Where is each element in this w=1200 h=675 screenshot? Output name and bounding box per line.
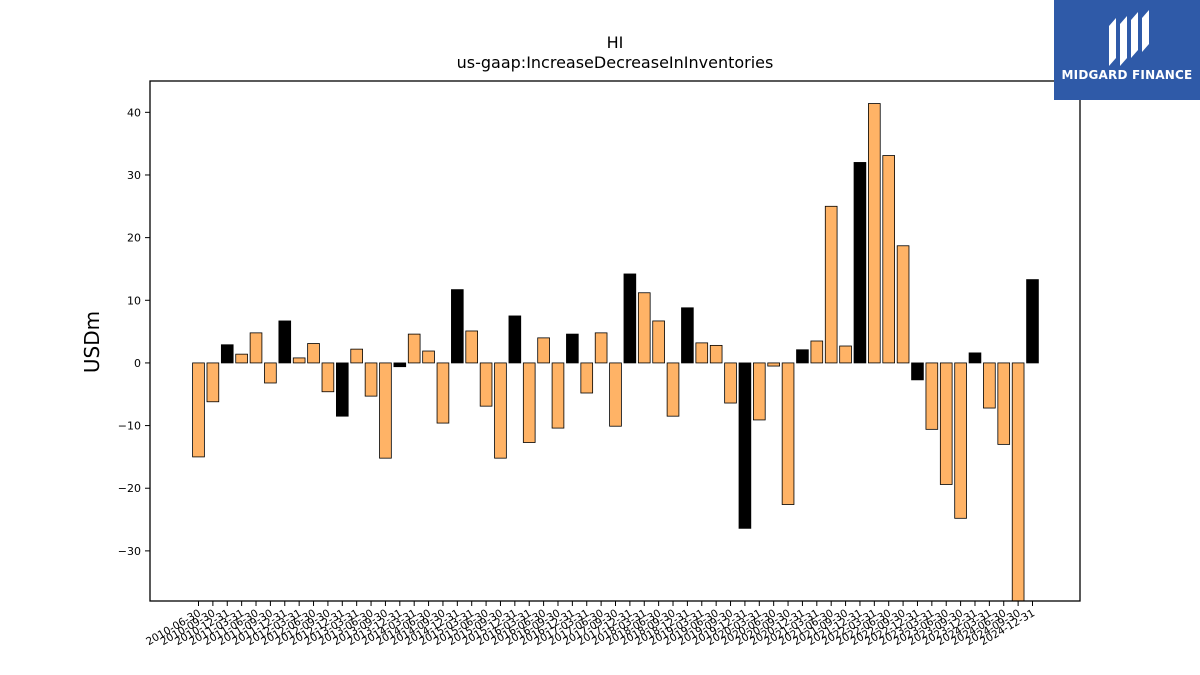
bar-2019-06-30 (709, 344, 723, 364)
bar-2011-09-30 (264, 362, 277, 384)
bar-2012-06-30 (307, 343, 320, 364)
y-tick-label: −10 (118, 420, 141, 433)
y-tick-label: 40 (127, 106, 141, 119)
bar-2024-06-30 (997, 362, 1011, 445)
bars (192, 103, 1039, 602)
bar-2017-03-31 (580, 362, 594, 394)
bar-2014-06-30 (422, 350, 435, 364)
bar-2018-03-31 (637, 292, 651, 364)
bar-2021-03-31 (810, 340, 824, 364)
bar-2015-09-30 (494, 362, 507, 459)
bar-2013-09-30 (379, 362, 392, 459)
bar-2019-09-30 (724, 362, 737, 404)
bar-2022-12-31 (911, 362, 924, 381)
y-tick-label: −20 (118, 482, 141, 495)
bar-2017-09-30 (609, 362, 622, 427)
y-tick-label: 10 (127, 294, 141, 307)
bar-2023-09-30 (954, 362, 967, 519)
bar-2024-09-30 (1011, 362, 1025, 602)
bar-2023-03-31 (925, 362, 939, 430)
bar-2011-03-31 (235, 353, 248, 364)
bar-2015-12-31 (508, 315, 522, 364)
bar-2016-03-31 (522, 362, 536, 443)
bar-2010-06-30 (192, 362, 205, 458)
bar-2021-12-31 (853, 162, 867, 364)
y-axis-ticks: −30 −20 −10 0 10 20 30 40 (118, 106, 150, 558)
bar-2014-12-31 (451, 289, 464, 364)
bar-2014-09-30 (436, 362, 450, 424)
bar-2019-12-31 (738, 362, 752, 529)
bar-2022-03-31 (868, 103, 881, 364)
bar-2021-09-30 (839, 345, 852, 364)
x-axis-ticks: 2010-06-302010-09-302010-12-312011-03-31… (144, 601, 1037, 648)
bar-2020-06-30 (767, 362, 780, 367)
bar-2013-06-30 (364, 362, 378, 397)
bar-2018-09-30 (666, 362, 680, 417)
bar-2014-03-31 (407, 333, 421, 364)
chart-title: HI (607, 33, 624, 52)
bar-2016-12-31 (566, 333, 579, 364)
bar-2024-12-31 (1026, 279, 1039, 364)
bar-2015-06-30 (479, 362, 493, 407)
brand-logo: MIDGARD FINANCE (1054, 0, 1200, 100)
bar-2023-12-31 (968, 352, 982, 364)
bar-2022-06-30 (882, 155, 895, 364)
bar-2021-06-30 (824, 205, 838, 364)
bar-2010-12-31 (220, 344, 234, 364)
bar-2017-12-31 (623, 273, 637, 364)
bar-2011-06-30 (249, 332, 263, 364)
brand-name: MIDGARD FINANCE (1061, 68, 1193, 82)
bar-2012-09-30 (321, 362, 335, 393)
logo-mark-icon (1109, 10, 1149, 66)
bar-2012-03-31 (292, 357, 306, 364)
bar-2017-06-30 (594, 332, 608, 364)
bar-2024-03-31 (983, 362, 996, 409)
y-axis-label: USDm (80, 311, 104, 373)
bar-2013-03-31 (350, 348, 363, 364)
bar-2018-12-31 (681, 307, 694, 364)
bar-2012-12-31 (335, 362, 349, 417)
chart-subtitle: us-gaap:IncreaseDecreaseInInventories (457, 53, 774, 72)
bar-2010-09-30 (206, 362, 220, 403)
y-tick-label: 0 (134, 357, 141, 370)
bar-2022-09-30 (896, 245, 910, 364)
bar-2020-12-31 (796, 349, 809, 364)
bar-2019-03-31 (695, 342, 709, 364)
bar-2023-06-30 (939, 362, 953, 485)
bar-2016-06-30 (537, 337, 550, 364)
plot-frame (149, 80, 1081, 602)
y-tick-label: 20 (127, 232, 141, 245)
bar-2013-12-31 (393, 362, 407, 368)
y-tick-label: 30 (127, 169, 141, 182)
bar-2020-09-30 (781, 362, 795, 505)
bar-2018-06-30 (652, 320, 665, 364)
bar-2011-12-31 (278, 320, 292, 364)
bar-2016-09-30 (551, 362, 565, 429)
bar-2020-03-31 (753, 362, 766, 421)
bar-2015-03-31 (465, 330, 478, 364)
y-tick-label: −30 (118, 545, 141, 558)
